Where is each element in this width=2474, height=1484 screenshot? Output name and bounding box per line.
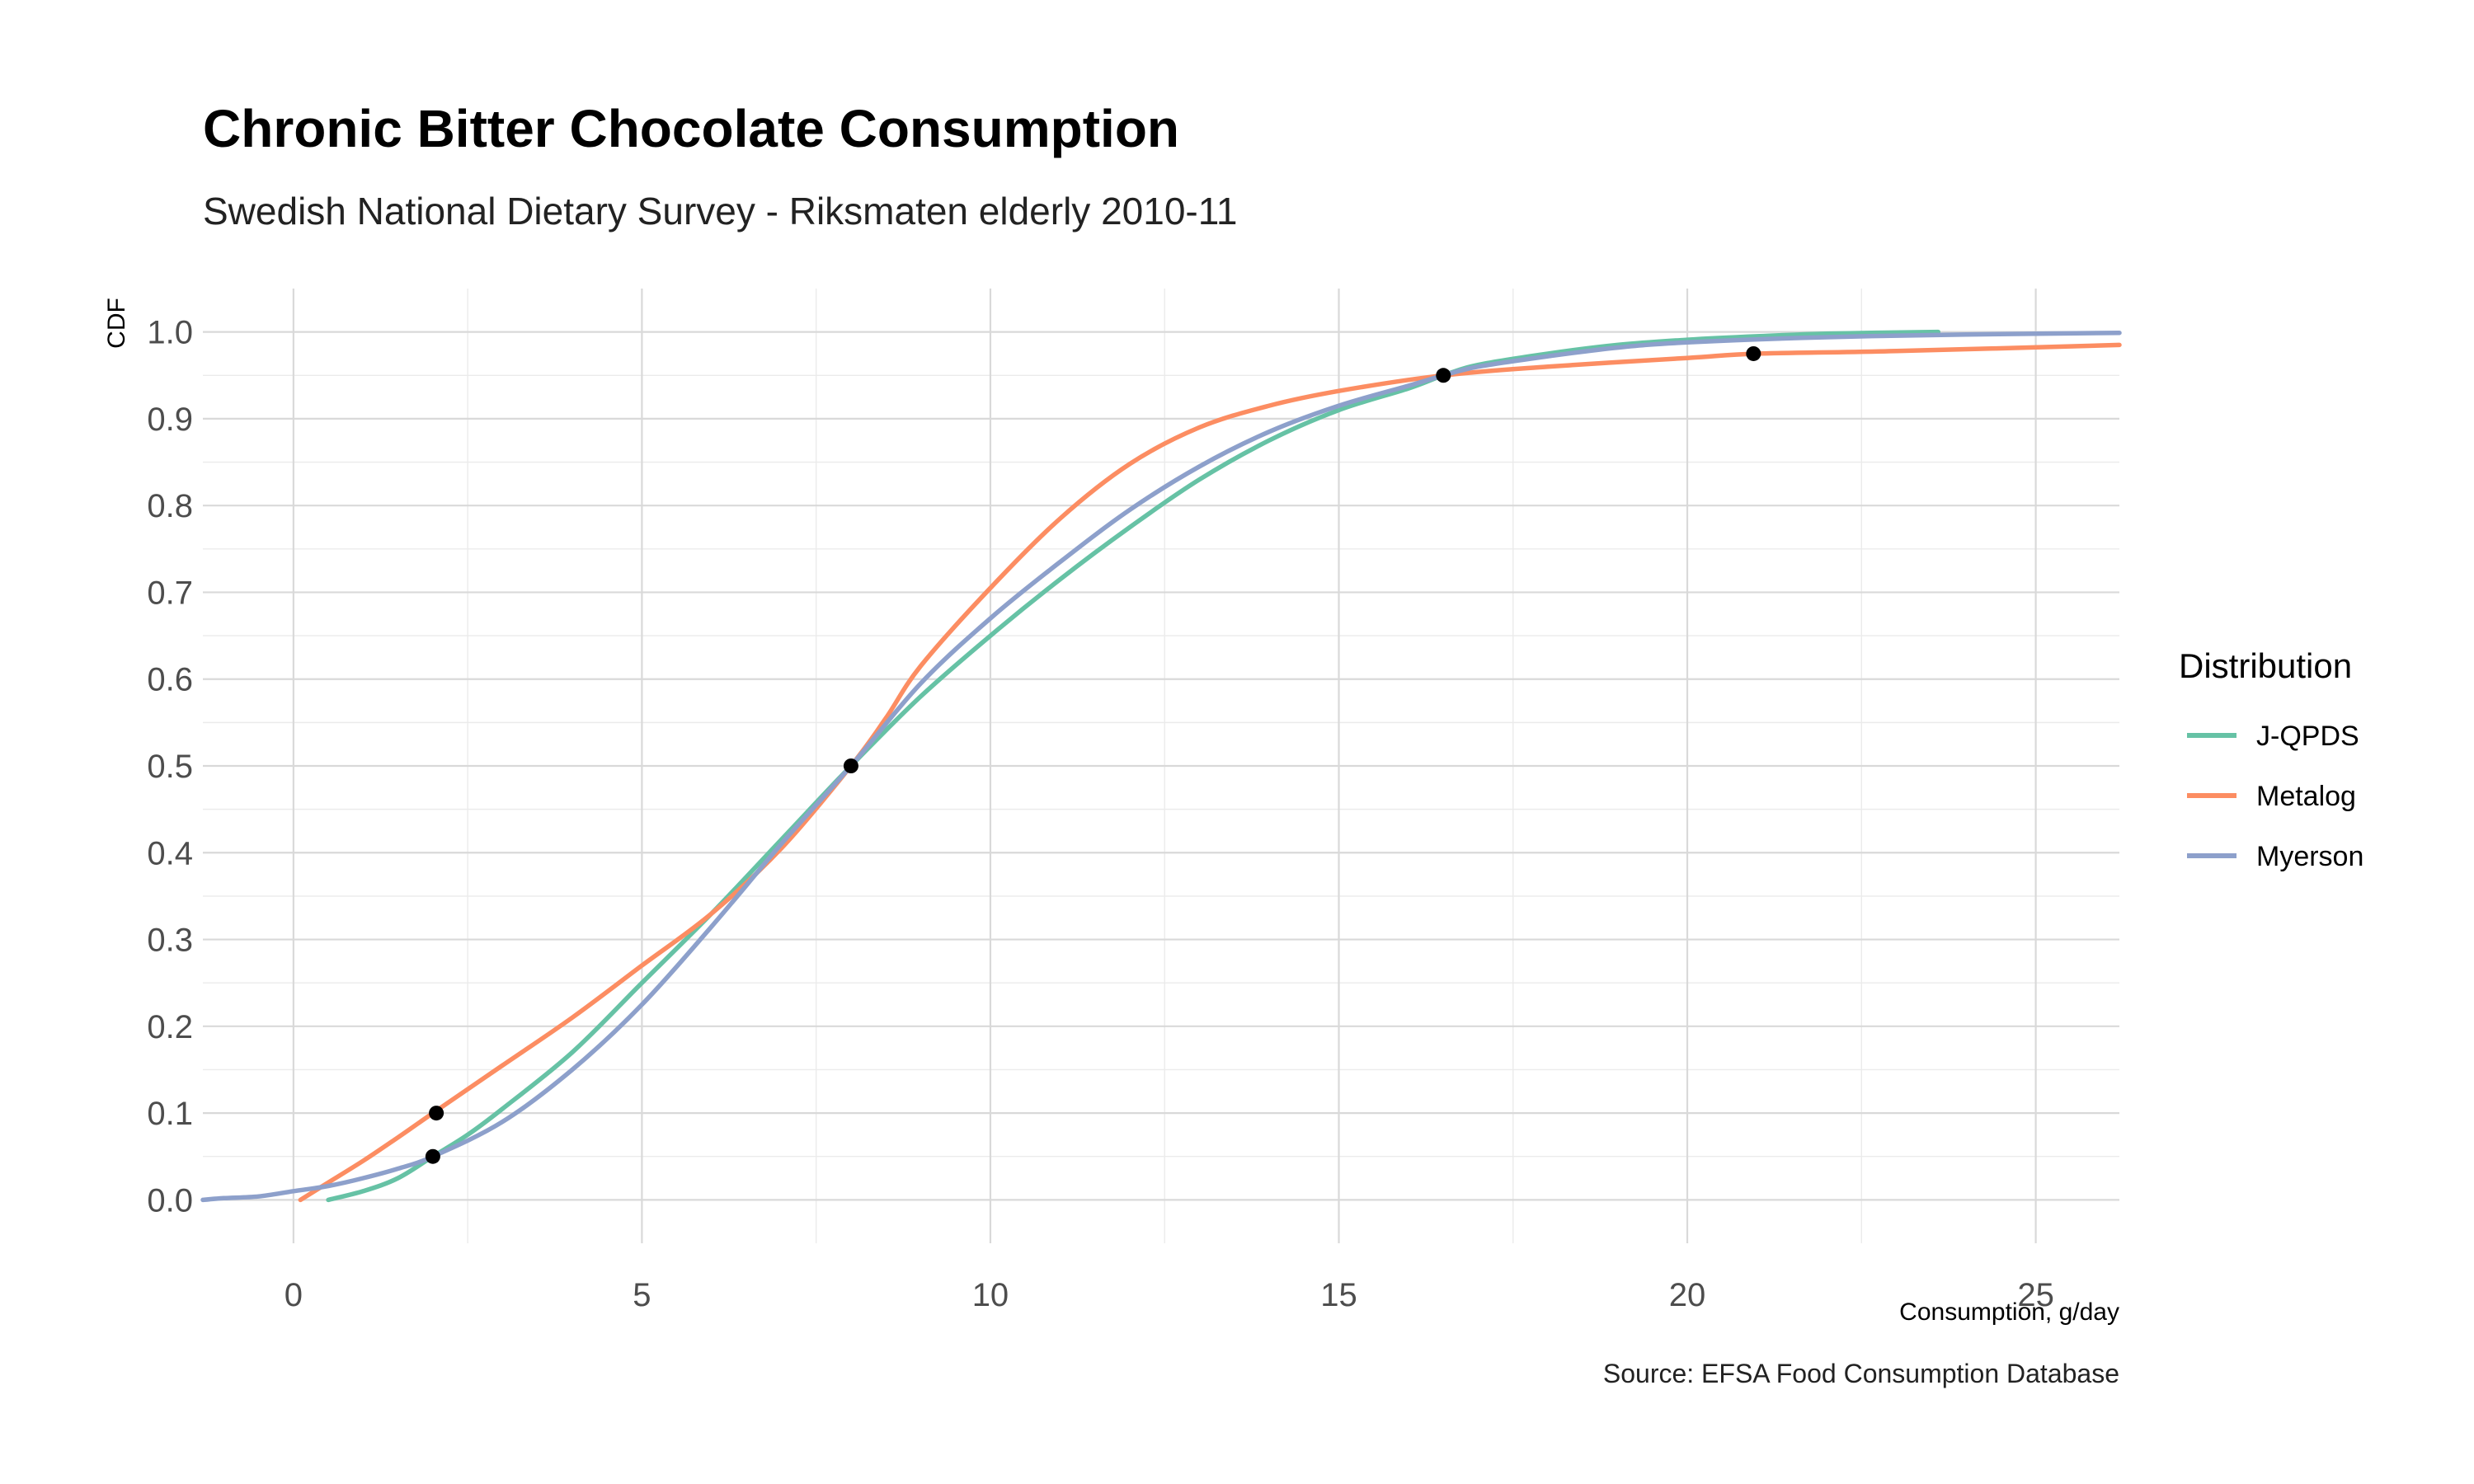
chart-title: Chronic Bitter Chocolate Consumption — [203, 99, 1179, 158]
series-line-j-qpds — [326, 329, 1941, 1203]
y-tick-label: 0.9 — [147, 402, 193, 438]
series-layer — [200, 329, 2122, 1203]
y-tick-label: 0.2 — [147, 1009, 193, 1045]
y-axis-ticks: 0.0 0.1 0.2 0.3 0.4 0.5 0.6 0.7 0.8 0.9 1.0 — [147, 315, 193, 1219]
chart-caption: Source: EFSA Food Consumption Database — [1603, 1359, 2119, 1388]
grid — [203, 289, 2119, 1243]
chart-subtitle: Swedish National Dietary Survey - Riksma… — [203, 190, 1238, 232]
marked-point — [429, 1106, 444, 1121]
y-tick-label: 0.0 — [147, 1182, 193, 1219]
marked-point — [843, 758, 858, 773]
y-tick-label: 0.5 — [147, 749, 193, 785]
x-tick-label: 5 — [633, 1277, 651, 1313]
y-tick-label: 0.4 — [147, 835, 193, 871]
marked-point — [1746, 345, 1761, 361]
y-tick-label: 0.6 — [147, 662, 193, 698]
series-line-myerson — [200, 330, 2122, 1203]
legend-label-metalog: Metalog — [2256, 781, 2356, 812]
legend-label-myerson: Myerson — [2256, 841, 2363, 872]
legend: Distribution J-QPDS Metalog Myerson — [2179, 646, 2363, 872]
x-tick-label: 15 — [1320, 1277, 1357, 1313]
y-tick-label: 1.0 — [147, 315, 193, 351]
y-tick-label: 0.1 — [147, 1096, 193, 1132]
marked-point — [1436, 368, 1451, 383]
y-tick-label: 0.7 — [147, 575, 193, 611]
y-axis-title: CDF — [103, 298, 130, 349]
y-tick-label: 0.3 — [147, 923, 193, 959]
x-tick-label: 20 — [1669, 1277, 1706, 1313]
legend-items: J-QPDS Metalog Myerson — [2187, 721, 2363, 872]
x-tick-label: 10 — [972, 1277, 1009, 1313]
x-tick-label: 25 — [2017, 1277, 2054, 1313]
x-axis-ticks: 0 5 10 15 20 25 — [285, 1277, 2054, 1313]
marked-point — [425, 1148, 440, 1164]
legend-title: Distribution — [2179, 646, 2352, 685]
x-axis-title: Consumption, g/day — [1899, 1298, 2119, 1326]
series-line-metalog — [298, 342, 2122, 1203]
x-tick-label: 0 — [285, 1277, 303, 1313]
marked-points — [425, 345, 1761, 1164]
y-tick-label: 0.8 — [147, 488, 193, 524]
legend-label-j-qpds: J-QPDS — [2256, 721, 2359, 752]
